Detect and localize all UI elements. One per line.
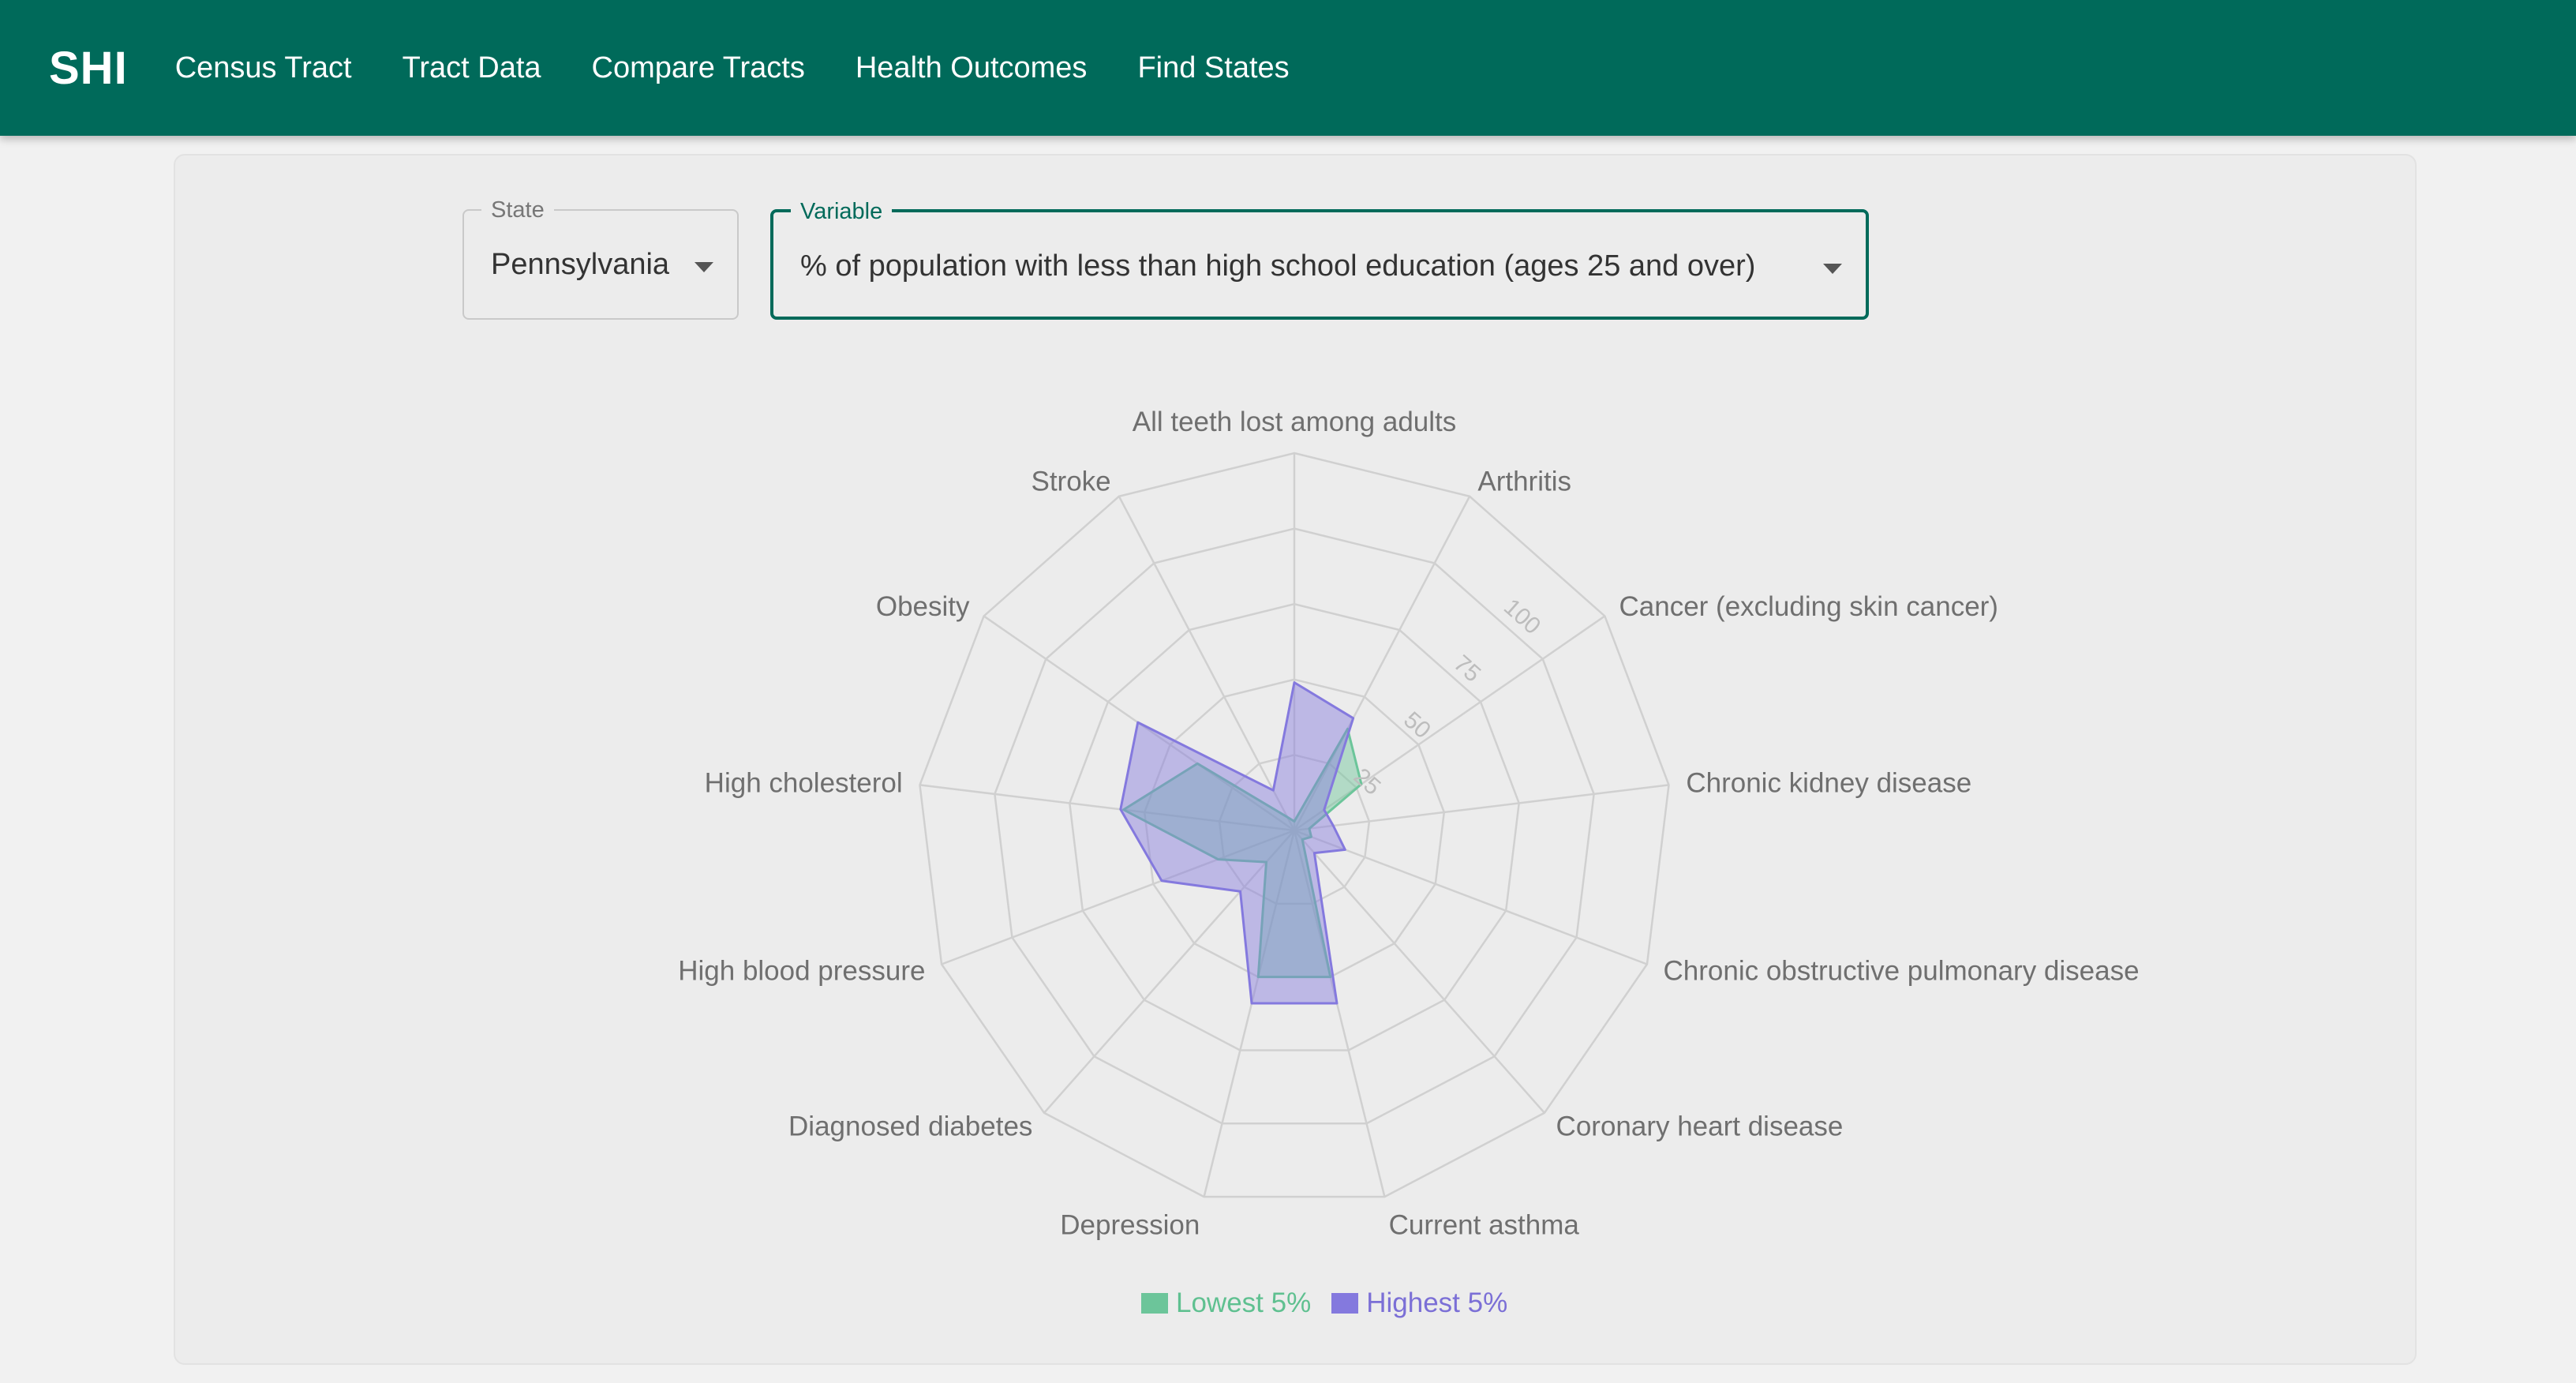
category-label: High blood pressure	[678, 955, 925, 986]
category-label: Obesity	[876, 591, 970, 622]
radar-series	[1119, 681, 1363, 1005]
brand-logo[interactable]: SHI	[49, 42, 128, 94]
legend-label-highest: Highest 5%	[1366, 1287, 1508, 1318]
grid-spoke	[1294, 830, 1545, 1114]
state-select-value: Pennsylvania	[491, 248, 670, 281]
grid-ring	[1069, 602, 1520, 1051]
radial-tick-label: 75	[1449, 650, 1486, 688]
radial-tick-label: 50	[1398, 706, 1436, 744]
variable-select-value: % of population with less than high scho…	[800, 249, 1756, 283]
state-select[interactable]: State Pennsylvania	[462, 198, 739, 320]
grid-spoke	[941, 829, 1295, 965]
grid-spoke	[1294, 615, 1606, 832]
category-label: Coronary heart disease	[1556, 1111, 1844, 1141]
series-lowest-area	[1122, 727, 1363, 979]
radar-grid	[919, 452, 1670, 1198]
series-highest-area	[1119, 681, 1355, 1005]
category-label: Arthritis	[1477, 466, 1571, 497]
nav-census-tract[interactable]: Census Tract	[174, 51, 352, 84]
grid-spoke	[919, 784, 1295, 832]
grid-spoke	[1118, 496, 1296, 831]
grid-spoke	[1294, 829, 1648, 965]
category-label: Stroke	[1031, 466, 1110, 497]
legend-item-highest[interactable]: Highest 5%	[1331, 1287, 1507, 1319]
grid-spoke	[1203, 830, 1296, 1197]
legend-label-lowest: Lowest 5%	[1176, 1287, 1312, 1318]
category-label: Diagnosed diabetes	[788, 1111, 1032, 1141]
nav-tract-data[interactable]: Tract Data	[402, 51, 541, 84]
legend-item-lowest[interactable]: Lowest 5%	[1141, 1287, 1311, 1319]
top-navigation-bar: SHI Census Tract Tract Data Compare Trac…	[0, 0, 2576, 136]
variable-select-label: Variable	[791, 200, 893, 223]
variable-select[interactable]: Variable % of population with less than …	[770, 200, 1869, 320]
category-label: All teeth lost among adults	[1133, 407, 1457, 437]
grid-ring	[919, 452, 1670, 1198]
category-label: Chronic kidney disease	[1686, 768, 1971, 799]
state-select-label: State	[481, 198, 554, 222]
chevron-down-icon[interactable]	[1823, 264, 1842, 274]
radar-category-labels: All teeth lost among adults Arthritis Canc…	[678, 407, 2139, 1240]
nav-health-outcomes[interactable]: Health Outcomes	[855, 51, 1088, 84]
category-label: Current asthma	[1389, 1209, 1580, 1240]
category-label: High cholesterol	[705, 768, 903, 799]
category-label: Chronic obstructive pulmonary disease	[1664, 955, 2140, 986]
nav-compare-tracts[interactable]: Compare Tracts	[591, 51, 805, 84]
grid-ring	[1218, 754, 1371, 905]
category-label: Depression	[1060, 1209, 1200, 1240]
category-label: Cancer (excluding skin cancer)	[1619, 591, 1998, 622]
grid-spoke	[1043, 830, 1295, 1114]
legend-swatch-lowest	[1141, 1293, 1168, 1314]
legend-swatch-highest	[1331, 1293, 1359, 1314]
nav-find-states[interactable]: Find States	[1137, 51, 1290, 84]
radial-tick-label: 100	[1499, 594, 1545, 639]
chevron-down-icon[interactable]	[695, 262, 713, 272]
grid-spoke	[1294, 784, 1669, 832]
grid-spoke	[1293, 830, 1386, 1197]
grid-spoke	[1293, 496, 1471, 831]
grid-ring	[994, 527, 1595, 1125]
chart-legend: Lowest 5% Highest 5%	[1141, 1285, 1528, 1321]
